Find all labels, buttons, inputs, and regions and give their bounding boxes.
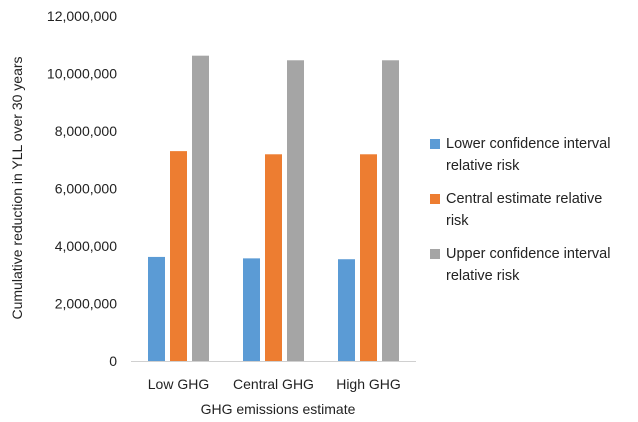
legend-swatch (430, 139, 440, 149)
legend-swatch (430, 194, 440, 204)
legend-label: Lower confidence interval (446, 136, 610, 152)
y-axis-title: Cumulative reduction in YLL over 30 year… (9, 56, 25, 319)
legend-label: relative risk (446, 268, 520, 284)
x-axis-title: GHG emissions estimate (201, 401, 356, 417)
bar-central (360, 154, 377, 361)
legend-label: Central estimate relative (446, 191, 602, 207)
legend-swatch (430, 249, 440, 259)
y-tick-label: 10,000,000 (47, 66, 117, 82)
bar-upper-ci (192, 55, 209, 362)
y-tick-label: 4,000,000 (55, 238, 117, 254)
bar-central (170, 151, 187, 361)
bar-lower-ci (243, 258, 260, 361)
y-tick-label: 6,000,000 (55, 181, 117, 197)
y-tick-label: 12,000,000 (47, 8, 117, 24)
bar-lower-ci (338, 259, 355, 361)
bar-upper-ci (382, 60, 399, 362)
y-tick-label: 0 (109, 353, 117, 369)
legend-label: relative risk (446, 158, 520, 174)
x-tick-label: Low GHG (148, 376, 209, 392)
x-tick-label: Central GHG (233, 376, 314, 392)
bar-central (265, 154, 282, 361)
bar-upper-ci (287, 60, 304, 362)
y-tick-label: 8,000,000 (55, 123, 117, 139)
bar-lower-ci (148, 256, 165, 361)
y-tick-label: 2,000,000 (55, 296, 117, 312)
legend-label: Upper confidence interval (446, 246, 610, 262)
legend-label: risk (446, 213, 469, 229)
x-tick-label: High GHG (336, 376, 401, 392)
